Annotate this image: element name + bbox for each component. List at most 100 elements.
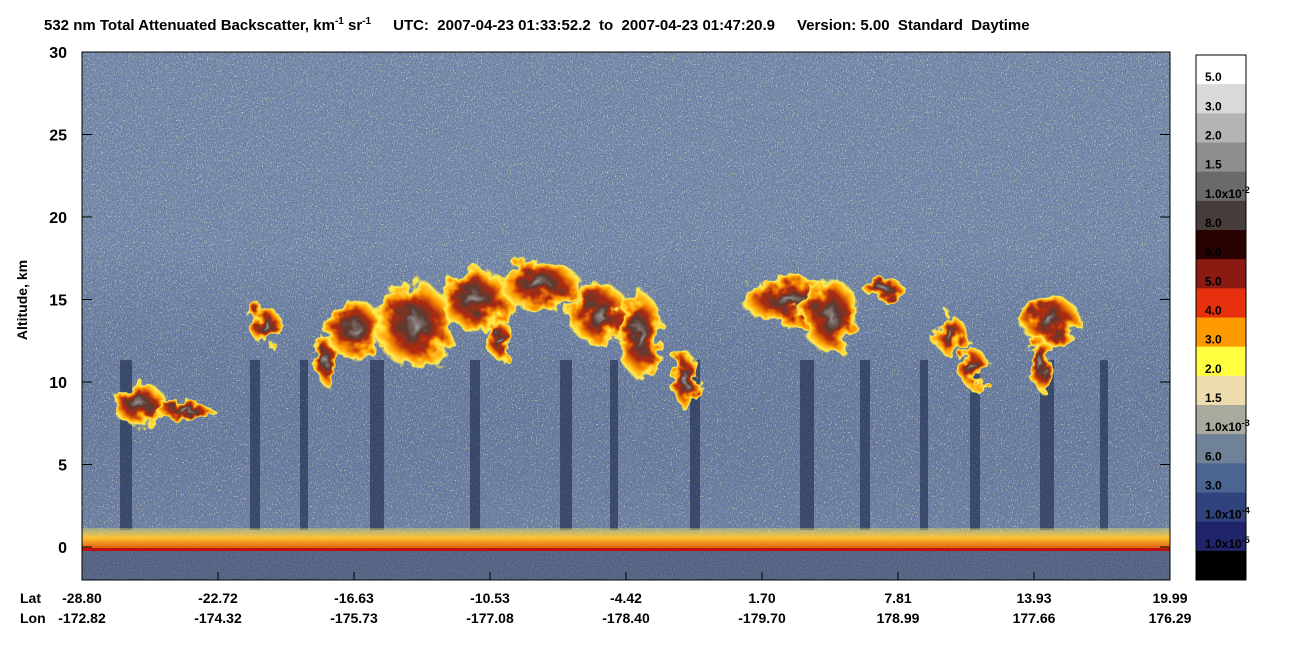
x-tick-label: -177.08	[466, 610, 514, 626]
x-tick-label: 178.99	[877, 610, 920, 626]
title-sup: -1	[335, 16, 344, 27]
chart-title: 532 nm Total Attenuated Backscatter, km-…	[44, 16, 1030, 34]
colorbar-label: 1.0x10-4	[1205, 506, 1250, 522]
cloud	[959, 346, 987, 390]
shadow-column	[1100, 360, 1108, 530]
y-tick-label: 25	[49, 128, 67, 145]
x-row-name: Lon	[20, 610, 46, 626]
colorbar-swatch	[1196, 434, 1246, 464]
cloud	[112, 383, 168, 427]
x-tick-label: -4.42	[610, 590, 642, 606]
colorbar-label: 6.0	[1205, 245, 1222, 259]
cloud	[618, 290, 662, 380]
shadow-column	[370, 360, 384, 530]
colorbar-swatch	[1196, 521, 1246, 552]
shadow-column	[920, 360, 928, 530]
colorbar-label: 5.0	[1205, 70, 1222, 84]
colorbar-label: 5.0	[1205, 274, 1222, 288]
x-tick-label: 19.99	[1152, 590, 1187, 606]
x-tick-label: -172.82	[58, 610, 106, 626]
colorbar-label-exp: -5	[1242, 535, 1250, 545]
title-sup: -1	[362, 16, 371, 27]
colorbar-swatch	[1196, 55, 1246, 85]
cloud	[865, 278, 905, 302]
colorbar-swatch	[1196, 405, 1246, 435]
y-axis-label: Altitude, km	[14, 260, 30, 340]
shadow-column	[470, 360, 480, 530]
x-tick-label: 177.66	[1013, 610, 1056, 626]
cloud	[375, 280, 455, 370]
y-tick-label: 30	[49, 45, 67, 62]
colorbar-swatch	[1196, 317, 1246, 348]
colorbar-swatch	[1196, 230, 1246, 260]
y-tick-label: 5	[58, 458, 67, 475]
cloud	[325, 300, 385, 360]
x-tick-label: -16.63	[334, 590, 374, 606]
colorbar-label-base: 1.0x10	[1205, 508, 1242, 522]
shadow-column	[560, 360, 572, 530]
cloud	[313, 335, 337, 385]
colorbar-swatch	[1196, 259, 1246, 289]
colorbar-frame	[1195, 54, 1247, 581]
x-tick-label: 7.81	[884, 590, 911, 606]
shadow-column	[300, 360, 308, 530]
colorbar-label: 1.5	[1205, 391, 1222, 405]
x-tick-label: -174.32	[194, 610, 242, 626]
colorbar-label-exp: -3	[1242, 418, 1250, 428]
clouds	[112, 260, 1082, 427]
colorbar-label: 3.0	[1205, 479, 1222, 493]
x-tick-label: 1.70	[748, 590, 775, 606]
colorbar-swatch	[1196, 346, 1246, 377]
colorbar-swatch	[1196, 113, 1246, 143]
shadow-column	[610, 360, 618, 530]
title-version: Version: 5.00 Standard Daytime	[797, 17, 1030, 34]
cloud	[800, 277, 860, 353]
cloud	[671, 350, 699, 410]
colorbar-swatch	[1196, 550, 1246, 581]
colorbar-label: 2.0	[1205, 362, 1222, 376]
colorbar-swatch	[1196, 463, 1246, 493]
colorbar-label-exp: -4	[1242, 506, 1250, 516]
colorbar-label-base: 1.0x10	[1205, 537, 1242, 551]
colorbar-swatch	[1196, 171, 1246, 202]
colorbar-label: 8.0	[1205, 216, 1222, 230]
colorbar-swatch	[1196, 142, 1246, 173]
y-tick-label: 10	[49, 375, 67, 392]
shadow-column	[250, 360, 260, 530]
colorbar-swatch	[1196, 492, 1246, 523]
axes: 0 5 10 15 20 25 30 Lat -28.80 -22.72 -16.63 -10.53 -…	[20, 45, 1192, 626]
cloud	[1030, 337, 1054, 393]
surface-line	[82, 548, 1170, 551]
colorbar-swatch	[1196, 84, 1246, 114]
cloud	[498, 260, 582, 310]
colorbar-label: 3.0	[1205, 99, 1222, 113]
colorbar-swatch	[1196, 375, 1246, 406]
colorbar-swatch	[1196, 200, 1246, 231]
shadow-column	[690, 360, 700, 530]
x-row-name: Lat	[20, 590, 41, 606]
cloud	[437, 268, 513, 332]
cloud	[486, 320, 514, 360]
surface-layer	[82, 528, 1170, 548]
x-tick-label: -178.40	[602, 610, 650, 626]
x-tick-label: -28.80	[62, 590, 102, 606]
x-tick-label: -10.53	[470, 590, 510, 606]
colorbar-label: 1.0x10-3	[1205, 418, 1250, 434]
colorbar-label: 6.0	[1205, 449, 1222, 463]
colorbar: 5.03.02.01.51.0x10-28.06.05.04.03.02.01.…	[1195, 54, 1250, 581]
y-tick-label: 15	[49, 293, 67, 310]
title-text: 532 nm Total Attenuated Backscatter, km	[44, 17, 335, 34]
cloud	[568, 283, 632, 347]
cloud	[249, 305, 281, 345]
title-time: UTC: 2007-04-23 01:33:52.2 to 2007-04-23…	[393, 17, 775, 34]
colorbar-label-exp: -2	[1242, 185, 1250, 195]
colorbar-label: 1.0x10-2	[1205, 185, 1250, 201]
title-unit: sr	[344, 17, 363, 34]
x-tick-label: -179.70	[738, 610, 786, 626]
x-tick-label: 13.93	[1016, 590, 1051, 606]
y-tick-label: 0	[58, 540, 67, 557]
curtain-image	[82, 52, 1170, 580]
colorbar-label: 1.5	[1205, 158, 1222, 172]
colorbar-label: 2.0	[1205, 129, 1222, 143]
